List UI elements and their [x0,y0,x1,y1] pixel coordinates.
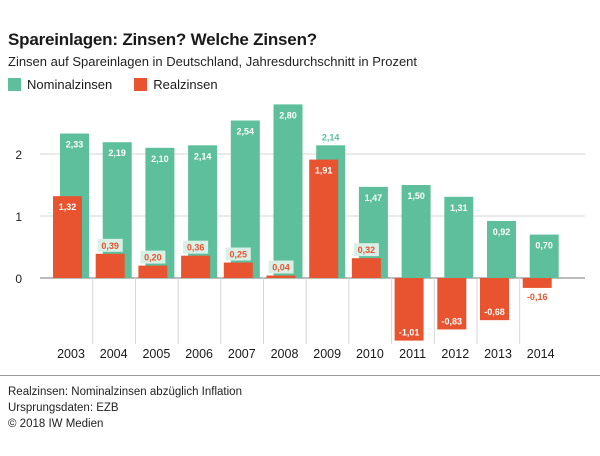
legend-swatch-nominal [8,78,21,91]
footnote-definition: Realzinsen: Nominalzinsen abzüglich Infl… [8,386,242,398]
x-tick-label: 2009 [313,347,341,361]
y-tick-label: 2 [15,148,22,162]
data-label-bg [353,243,379,257]
data-label-real: -0,68 [484,307,505,317]
legend-label-nominal: Nominalzinsen [27,77,113,92]
data-label-nominal: 2,14 [322,132,340,142]
x-tick-label: 2013 [484,347,512,361]
bar-real [181,255,211,278]
legend-swatch-real [134,78,148,91]
x-tick-label: 2010 [356,347,384,361]
data-label-nominal: 1,50 [407,191,425,201]
data-label-nominal: 2,33 [66,140,84,150]
data-label-bg [140,250,166,264]
data-label-real: -0,16 [527,292,548,302]
bar-real [223,262,253,278]
bar-real [394,278,424,341]
bar-real [138,265,168,278]
x-tick-label: 2007 [228,347,256,361]
data-label-nominal: 1,31 [450,203,468,213]
legend-label-real: Realzinsen [153,77,218,92]
bar-nominal [401,185,431,278]
x-tick-label: 2008 [271,347,299,361]
data-label-bg [183,240,209,254]
data-label-real: 0,20 [144,253,162,263]
data-label-nominal: 2,19 [108,148,126,158]
bar-nominal [529,234,559,278]
data-label-nominal: 0,70 [535,241,553,251]
legend-item-real: Realzinsen [134,77,218,92]
bar-real [309,159,339,278]
x-tick-label: 2012 [441,347,469,361]
bar-nominal [444,196,474,278]
y-tick-label: 0 [15,272,22,286]
data-label-nominal: 2,54 [237,127,255,137]
chart-subtitle: Zinsen auf Spareinlagen in Deutschland, … [8,54,418,69]
legend-item-nominal: Nominalzinsen [8,77,112,92]
x-tick-label: 2005 [142,347,170,361]
data-label-bg [225,247,251,261]
x-tick-label: 2004 [100,347,128,361]
bar-real [437,278,467,330]
x-tick-label: 2014 [527,347,555,361]
footnote-copyright: © 2018 IW Medien [8,418,104,430]
bar-nominal [487,220,516,278]
data-label-real: 1,32 [59,202,77,212]
data-label-nominal: 0,92 [493,227,511,237]
data-label-nominal: 2,80 [279,110,297,120]
chart-title: Spareinlagen: Zinsen? Welche Zinsen? [8,30,317,49]
data-label-real: 1,91 [315,166,333,176]
data-label-real: 0,36 [187,243,205,253]
data-label-real: 0,04 [272,263,290,273]
data-label-nominal: 2,14 [194,151,212,161]
bar-real [53,196,82,278]
footer-divider [0,375,600,376]
data-label-real: 0,32 [358,245,376,255]
data-label-real: -1,01 [399,328,420,338]
y-tick-label: 1 [15,210,22,224]
bar-real [266,275,296,278]
legend: Nominalzinsen Realzinsen [8,77,218,92]
data-label-real: 0,25 [230,250,248,260]
bar-nominal [273,104,303,279]
bar-real [480,278,509,321]
data-label-bg [97,238,123,252]
bar-real [351,258,381,278]
bar-real [522,278,552,288]
footnote-source: Ursprungsdaten: EZB [8,402,119,414]
data-label-nominal: 1,47 [365,193,383,203]
x-tick-label: 2006 [185,347,213,361]
x-tick-label: 2011 [399,347,426,361]
x-tick-label: 2003 [57,347,85,361]
data-label-nominal: 2,10 [151,154,169,164]
data-label-bg [268,260,294,274]
footnotes: Realzinsen: Nominalzinsen abzüglich Infl… [8,384,242,432]
data-label-real: -0,83 [442,316,463,326]
data-label-real: 0,39 [101,241,119,251]
bar-real [95,253,125,278]
